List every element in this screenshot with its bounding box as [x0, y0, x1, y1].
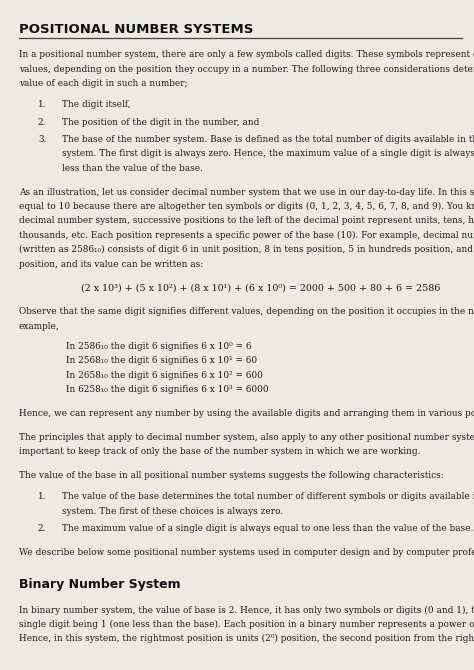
Text: 2.: 2. [38, 524, 46, 533]
Text: We describe below some positional number systems used in computer design and by : We describe below some positional number… [19, 548, 474, 557]
Text: In 6258₁₀ the digit 6 signifies 6 x 10³ = 6000: In 6258₁₀ the digit 6 signifies 6 x 10³ … [66, 385, 269, 394]
Text: In binary number system, the value of base is 2. Hence, it has only two symbols : In binary number system, the value of ba… [19, 606, 474, 614]
Text: equal to 10 because there are altogether ten symbols or digits (0, 1, 2, 3, 4, 5: equal to 10 because there are altogether… [19, 202, 474, 211]
Text: (2 x 10³) + (5 x 10²) + (8 x 10¹) + (6 x 10⁰) = 2000 + 500 + 80 + 6 = 2586: (2 x 10³) + (5 x 10²) + (8 x 10¹) + (6 x… [81, 283, 440, 292]
Text: The principles that apply to decimal number system, also apply to any other posi: The principles that apply to decimal num… [19, 433, 474, 442]
Text: 1.: 1. [38, 100, 46, 109]
Text: Hence, we can represent any number by using the available digits and arranging t: Hence, we can represent any number by us… [19, 409, 474, 418]
Text: 3.: 3. [38, 135, 46, 144]
Text: 2.: 2. [38, 118, 46, 127]
Text: The base of the number system. Base is defined as the total number of digits ava: The base of the number system. Base is d… [62, 135, 474, 144]
Text: The value of the base determines the total number of different symbols or digits: The value of the base determines the tot… [62, 492, 474, 501]
Text: decimal number system, successive positions to the left of the decimal point rep: decimal number system, successive positi… [19, 216, 474, 225]
Text: example,: example, [19, 322, 60, 330]
Text: value of each digit in such a number;: value of each digit in such a number; [19, 79, 188, 88]
Text: Binary Number System: Binary Number System [19, 578, 181, 591]
Text: system. The first digit is always zero. Hence, the maximum value of a single dig: system. The first digit is always zero. … [62, 149, 474, 158]
Text: In 2586₁₀ the digit 6 signifies 6 x 10⁰ = 6: In 2586₁₀ the digit 6 signifies 6 x 10⁰ … [66, 342, 252, 351]
Text: system. The first of these choices is always zero.: system. The first of these choices is al… [62, 507, 283, 516]
Text: The position of the digit in the number, and: The position of the digit in the number,… [62, 118, 259, 127]
Text: values, depending on the position they occupy in a number. The following three c: values, depending on the position they o… [19, 64, 474, 74]
Text: In a positional number system, there are only a few symbols called digits. These: In a positional number system, there are… [19, 50, 474, 59]
Text: thousands, etc. Each position represents a specific power of the base (10). For : thousands, etc. Each position represents… [19, 230, 474, 240]
Text: In 2568₁₀ the digit 6 signifies 6 x 10¹ = 60: In 2568₁₀ the digit 6 signifies 6 x 10¹ … [66, 356, 257, 365]
Text: Hence, in this system, the rightmost position is units (2⁰) position, the second: Hence, in this system, the rightmost pos… [19, 634, 474, 643]
Text: 1.: 1. [38, 492, 46, 501]
Text: As an illustration, let us consider decimal number system that we use in our day: As an illustration, let us consider deci… [19, 188, 474, 196]
Text: less than the value of the base.: less than the value of the base. [62, 163, 202, 173]
Text: The digit itself,: The digit itself, [62, 100, 130, 109]
Text: The maximum value of a single digit is always equal to one less than the value o: The maximum value of a single digit is a… [62, 524, 473, 533]
Text: important to keep track of only the base of the number system in which we are wo: important to keep track of only the base… [19, 447, 420, 456]
Text: In 2658₁₀ the digit 6 signifies 6 x 10² = 600: In 2658₁₀ the digit 6 signifies 6 x 10² … [66, 371, 263, 380]
Text: POSITIONAL NUMBER SYSTEMS: POSITIONAL NUMBER SYSTEMS [19, 23, 253, 36]
Text: (written as 2586₁₀) consists of digit 6 in unit position, 8 in tens position, 5 : (written as 2586₁₀) consists of digit 6 … [19, 245, 474, 255]
Text: position, and its value can be written as:: position, and its value can be written a… [19, 259, 203, 269]
Text: Observe that the same digit signifies different values, depending on the positio: Observe that the same digit signifies di… [19, 307, 474, 316]
Text: single digit being 1 (one less than the base). Each position in a binary number : single digit being 1 (one less than the … [19, 620, 474, 629]
Text: The value of the base in all positional number systems suggests the following ch: The value of the base in all positional … [19, 471, 444, 480]
